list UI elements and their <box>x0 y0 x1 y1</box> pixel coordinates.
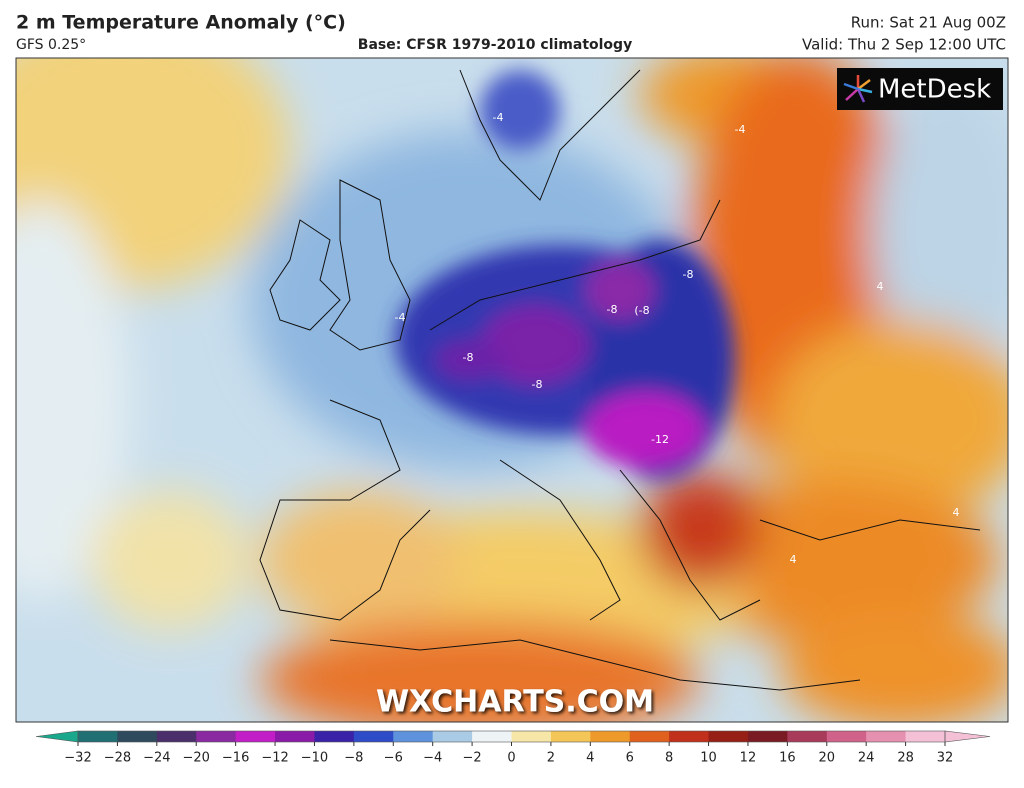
colorbar-tick-label: 12 <box>740 751 757 766</box>
valid-label: Valid: Thu 2 Sep 12:00 UTC <box>802 36 1006 54</box>
colorbar-segment <box>472 731 512 742</box>
colorbar-end-low <box>35 730 79 743</box>
colorbar-segment <box>78 731 118 742</box>
colorbar-tick-label: 20 <box>818 751 835 766</box>
colorbar-segment <box>826 731 867 742</box>
contour-label: -8 <box>607 303 618 316</box>
contour-label: (-8 <box>634 304 649 317</box>
colorbar-segment <box>708 731 749 742</box>
colorbar-tick-label: −4 <box>423 751 442 766</box>
colorbar-tick-label: 32 <box>937 751 954 766</box>
colorbar-segment <box>353 731 394 742</box>
watermark: WXCHARTS.COM <box>376 685 654 720</box>
contour-label: -4 <box>395 311 406 324</box>
colorbar-segment <box>393 731 434 742</box>
colorbar-tick-label: 0 <box>507 751 515 766</box>
colorbar-segment <box>432 731 473 742</box>
contour-label: -4 <box>735 123 746 136</box>
base-label: Base: CFSR 1979-2010 climatology <box>358 37 632 53</box>
colorbar-segment <box>787 731 828 742</box>
colorbar-segment <box>156 731 197 742</box>
colorbar-tick-label: 24 <box>858 751 875 766</box>
colorbar-segment <box>590 731 631 742</box>
colorbar-end-high <box>944 730 991 743</box>
colorbar-tick-label: −2 <box>463 751 482 766</box>
colorbar-tick-label: −28 <box>104 751 131 766</box>
logo-text: MetDesk <box>878 75 991 105</box>
contour-labels: -8 -8 (-8 -8 -8 -12 -4 -4 4 4 -4 4 <box>395 111 960 566</box>
contour-label: -12 <box>651 433 669 446</box>
colorbar-segment <box>196 731 237 742</box>
colorbar-tick-label: −20 <box>183 751 210 766</box>
contour-label: 4 <box>953 506 960 519</box>
colorbar-segment <box>275 731 315 742</box>
anomaly-field: -8 -8 (-8 -8 -8 -12 -4 -4 4 4 -4 4 <box>16 58 1008 722</box>
contour-label: -8 <box>683 268 694 281</box>
colorbar-tick-label: 6 <box>626 751 634 766</box>
colorbar-segment <box>235 731 276 742</box>
colorbar-tick-label: 10 <box>700 751 717 766</box>
logo-box <box>837 68 1003 110</box>
colorbar-segment <box>905 731 946 742</box>
map-title: 2 m Temperature Anomaly (°C) <box>16 12 346 34</box>
colorbar-segment <box>629 731 670 742</box>
colorbar-tick-label: 8 <box>665 751 673 766</box>
colorbar-tick-label: 2 <box>547 751 555 766</box>
colorbar-tick-label: 16 <box>779 751 796 766</box>
colorbar-tick-label: −16 <box>222 751 249 766</box>
colorbar-segment <box>117 731 158 742</box>
cold-core <box>395 70 735 480</box>
field-blobs <box>16 58 1008 722</box>
map-frame <box>15 57 1009 723</box>
colorbar-tick-label: −32 <box>64 751 91 766</box>
contour-label: 4 <box>877 280 884 293</box>
contour-label: -4 <box>493 111 504 124</box>
contour-label: -8 <box>532 378 543 391</box>
colorbar-tick-label: −8 <box>344 751 363 766</box>
run-label: Run: Sat 21 Aug 00Z <box>851 14 1006 32</box>
colorbar-segment <box>314 731 355 742</box>
colorbar-tick-label: −24 <box>143 751 170 766</box>
colorbar-segment <box>511 731 552 742</box>
colorbar-tick-label: −10 <box>301 751 328 766</box>
colorbar-segment <box>669 731 710 742</box>
colorbar-tick-label: 28 <box>897 751 914 766</box>
colorbar-segment <box>550 731 591 742</box>
contour-label: -8 <box>463 351 474 364</box>
colorbar-segment <box>747 731 788 742</box>
model-label: GFS 0.25° <box>16 37 86 53</box>
colorbar-segment <box>866 731 907 742</box>
logo-icon <box>843 75 873 103</box>
colorbar-tick-label: 4 <box>586 751 594 766</box>
coastlines <box>259 69 981 691</box>
colorbar-tick-label: −6 <box>384 751 403 766</box>
colorbar: −32 −28 −24 −20 −16 −12 −10 −8 −6 −4 −2 0 2 4 6 8 10 12 16… <box>35 730 991 766</box>
colorbar-tick-label: −12 <box>261 751 288 766</box>
contour-label: 4 <box>790 553 797 566</box>
